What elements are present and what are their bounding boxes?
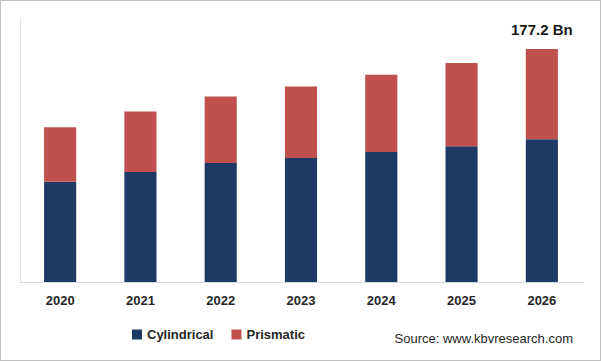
svg-text:2022: 2022 [206, 293, 235, 308]
svg-text:2023: 2023 [287, 293, 316, 308]
svg-text:2024: 2024 [367, 293, 397, 308]
svg-text:2020: 2020 [46, 293, 75, 308]
svg-text:Source: www.kbvresearch.com: Source: www.kbvresearch.com [395, 331, 573, 346]
svg-text:Cylindrical: Cylindrical [147, 327, 213, 342]
svg-text:2026: 2026 [527, 293, 556, 308]
svg-text:2021: 2021 [126, 293, 155, 308]
svg-text:Prismatic: Prismatic [246, 327, 305, 342]
svg-text:177.2 Bn: 177.2 Bn [511, 21, 573, 38]
svg-text:2025: 2025 [447, 293, 476, 308]
